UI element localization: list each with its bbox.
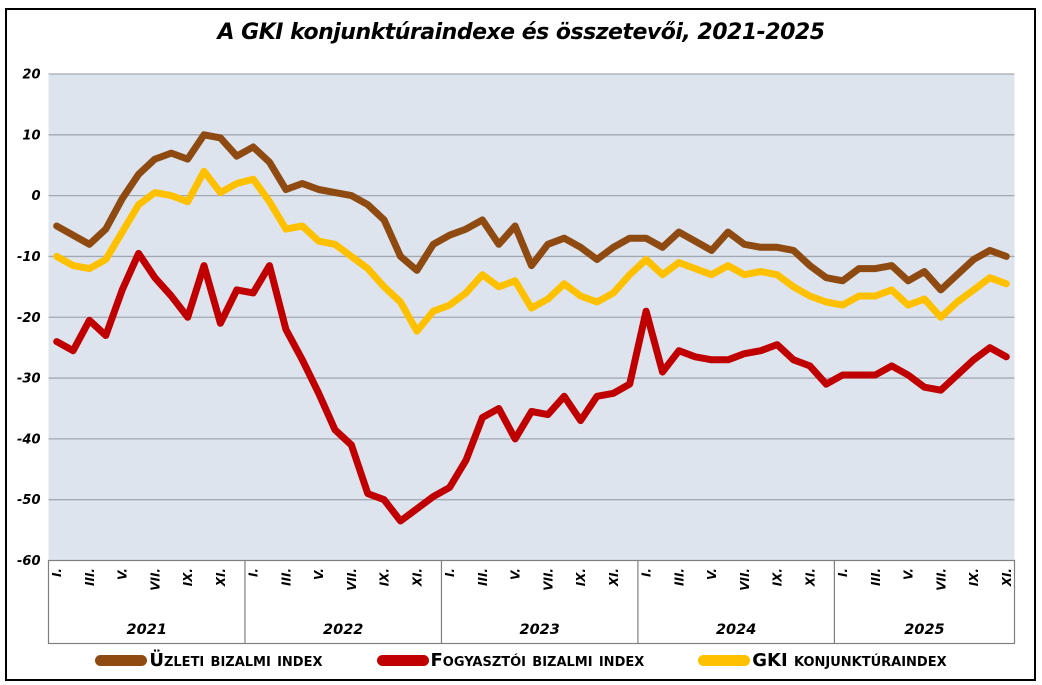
year-label: 2022 — [323, 622, 363, 638]
y-tick-label: 10 — [22, 128, 40, 143]
series-line-2 — [53, 167, 1010, 335]
y-tick-label: -10 — [17, 250, 41, 265]
month-tick-label: III. — [869, 568, 883, 586]
month-tick-label: VII. — [345, 568, 359, 591]
legend-label-business: Üzleti bizalmi index — [149, 649, 323, 671]
month-tick-label: IX. — [771, 568, 785, 586]
month-tick-label: XI. — [607, 568, 621, 587]
month-tick-label: III. — [476, 568, 490, 586]
month-tick-label: VII. — [934, 568, 948, 591]
series-line-0 — [53, 131, 1010, 294]
gki-line-swatch — [698, 654, 751, 666]
y-tick-label: 20 — [22, 68, 40, 83]
month-tick-label: V. — [116, 568, 130, 580]
month-tick-label: VII. — [738, 568, 752, 591]
month-tick-label: XI. — [803, 568, 817, 587]
month-tick-label: IX. — [181, 568, 195, 586]
year-label: 2024 — [716, 622, 756, 638]
month-tick-label: III. — [279, 568, 293, 586]
legend-item-consumer: Fogyasztói bizalmi index — [376, 649, 645, 671]
legend-item-business: Üzleti bizalmi index — [95, 649, 323, 671]
y-tick-label: -40 — [17, 432, 41, 447]
month-tick-label: I. — [443, 568, 457, 577]
month-tick-label: VII. — [148, 568, 162, 591]
y-tick-label: 0 — [31, 189, 40, 204]
business-line-swatch — [95, 654, 148, 666]
month-tick-label: XI. — [214, 568, 228, 587]
chart-legend: Üzleti bizalmi index Fogyasztói bizalmi … — [0, 646, 1042, 674]
month-tick-label: III. — [83, 568, 97, 586]
consumer-line-swatch — [376, 654, 429, 666]
chart-plot-area: 20 10 0 -10 -20 -30 -40 -50 -60 I. III. V. VII. IX. XI… — [17, 68, 1016, 645]
month-tick-label: XI. — [1000, 568, 1014, 587]
chart-title: A GKI konjunktúraindexe és összetevői, 2… — [217, 20, 825, 45]
month-tick-label: VII. — [541, 568, 555, 591]
month-tick-label: V. — [705, 568, 719, 580]
series-line-1 — [53, 249, 1010, 525]
year-label: 2025 — [904, 622, 944, 638]
month-tick-label: IX. — [574, 568, 588, 586]
y-tick-label: -60 — [17, 554, 41, 569]
month-tick-label: IX. — [967, 568, 981, 586]
month-tick-label: V. — [509, 568, 523, 580]
month-tick-label: V. — [902, 568, 916, 580]
month-tick-label: XI. — [410, 568, 424, 587]
year-label: 2023 — [520, 622, 560, 638]
month-tick-label: I. — [247, 568, 261, 577]
legend-label-consumer: Fogyasztói bizalmi index — [430, 649, 645, 671]
legend-label-gki: GKI konjunktúraindex — [752, 649, 947, 671]
y-tick-label: -20 — [17, 311, 41, 326]
year-label: 2021 — [127, 622, 167, 638]
month-tick-label: IX. — [378, 568, 392, 586]
month-tick-label: I. — [836, 568, 850, 577]
legend-item-gki: GKI konjunktúraindex — [698, 649, 947, 671]
month-tick-label: III. — [672, 568, 686, 586]
y-tick-label: -30 — [17, 372, 41, 387]
y-tick-label: -50 — [17, 493, 41, 508]
month-tick-label: I. — [640, 568, 654, 577]
month-tick-label: V. — [312, 568, 326, 580]
month-tick-label: I. — [50, 568, 64, 577]
x-label-box — [47, 559, 1016, 645]
